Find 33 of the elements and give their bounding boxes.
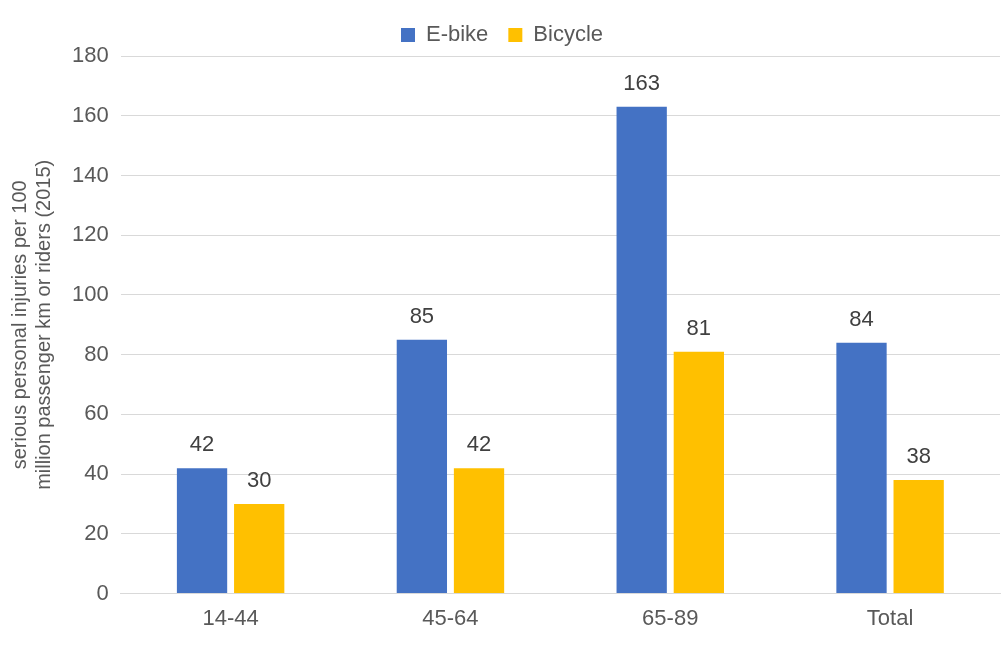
bar: [453, 468, 505, 594]
y-axis-title: serious personal injuries per 100 million passenger km or riders (2015): [7, 159, 54, 490]
bar: [176, 468, 228, 594]
bar: [673, 351, 724, 594]
bar: [396, 339, 448, 594]
y-tick-label: 60: [84, 400, 109, 426]
legend-label: Bicycle: [533, 21, 604, 47]
x-tick-label: 14-44: [202, 604, 259, 630]
y-tick-label: 100: [71, 281, 109, 306]
y-tick-label: 20: [84, 519, 109, 545]
data-label: 38: [906, 443, 931, 469]
data-label: 42: [189, 431, 215, 457]
x-tick-label: 45-64: [422, 604, 479, 630]
x-tick-label: Total: [866, 604, 914, 630]
data-label: 163: [623, 69, 661, 95]
y-tick-label: 120: [71, 221, 109, 247]
data-label: 81: [686, 314, 712, 340]
x-tick-label: 65-89: [642, 604, 699, 630]
y-tick-label: 160: [71, 101, 109, 127]
data-label: 30: [246, 467, 272, 493]
y-tick-label: 140: [71, 161, 109, 187]
bar: [234, 504, 285, 594]
y-tick-label: 40: [84, 460, 109, 486]
data-label: 85: [409, 302, 435, 328]
y-tick-label: 180: [71, 42, 109, 68]
data-label: 84: [849, 305, 874, 331]
bar: [616, 106, 667, 594]
data-label: 42: [466, 431, 492, 457]
bar: [836, 342, 887, 594]
bar: [893, 480, 944, 594]
legend-label: E-bike: [425, 21, 489, 47]
y-tick-label: 80: [84, 340, 109, 366]
y-tick-label: 0: [96, 579, 109, 605]
